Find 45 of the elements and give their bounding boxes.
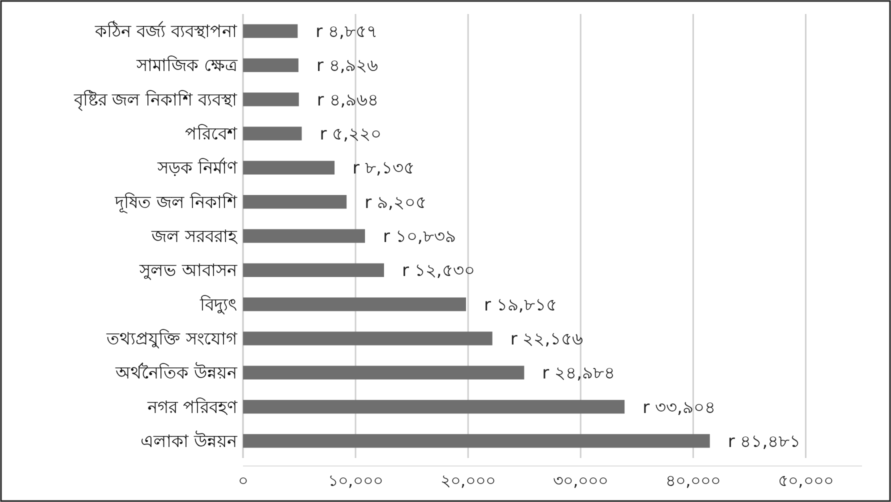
- y-tick-label: নগর পরিবহণ: [146, 396, 238, 418]
- bar: [243, 24, 298, 38]
- y-tick-label: দূষিত জল নিকাশি: [114, 192, 238, 213]
- data-label: r ৪,৮৫৭: [316, 22, 378, 42]
- y-tick-label: পরিবেশ: [185, 124, 238, 145]
- x-tick-label: ৫০,০০০: [778, 471, 834, 490]
- data-label: r ৪,৯২৬: [316, 56, 378, 76]
- y-tick-label: এলাকা উন্নয়ন: [140, 430, 238, 452]
- y-tick-label: সুলভ আবাসন: [138, 261, 238, 282]
- bar: [243, 229, 365, 243]
- data-label: r ৪,৯৬৪: [316, 90, 379, 110]
- x-tick-label: ২০,০০০: [440, 471, 496, 490]
- x-tick-label: ৩০,০০০: [553, 471, 608, 490]
- bar: [243, 58, 298, 72]
- bar: [243, 195, 347, 209]
- y-tick-label: সড়ক নির্মাণ: [156, 158, 238, 179]
- bar: [243, 297, 466, 312]
- bar: [243, 92, 299, 106]
- data-label: r ২২,১৫৬: [510, 329, 584, 350]
- y-tick-label: কঠিন বর্জ্য ব্যবস্থাপনা: [94, 21, 238, 42]
- bar: [243, 434, 710, 448]
- y-tick-label: জল সরবরাহ: [150, 227, 238, 247]
- data-label: r ২৪,৯৮৪: [542, 364, 615, 384]
- bar: [243, 332, 492, 346]
- data-label: r ৮,১৩৫: [352, 158, 414, 179]
- x-tick-label: ১০,০০০: [328, 471, 384, 490]
- y-tick-label: তথ্যপ্রযুক্তি সংযোগ: [106, 328, 238, 350]
- y-tick-label: সামাজিক ক্ষেত্র: [136, 55, 238, 76]
- bar: [243, 126, 302, 140]
- bar: [243, 400, 625, 414]
- data-label: r ৩৩,৯০৪: [642, 398, 716, 418]
- bar: [243, 263, 384, 277]
- y-tick-label: অর্থনৈতিক উন্নয়ন: [114, 362, 238, 384]
- x-tick-label: ৪০,০০০: [666, 471, 721, 490]
- data-label: r ১৯,৮১৫: [484, 295, 557, 316]
- bar: [243, 160, 335, 175]
- x-tick-label: ০: [238, 471, 248, 490]
- y-tick-label: বিদ্যুৎ: [199, 294, 237, 316]
- data-label: r ১২,৫৩০: [402, 261, 475, 282]
- y-tick-label: বৃষ্টির জল নিকাশি ব্যবস্থা: [72, 89, 238, 110]
- data-label: r ৯,২০৫: [364, 192, 426, 213]
- bar: [243, 366, 524, 380]
- data-label: r ১০,৮৩৯: [382, 227, 456, 247]
- data-label: r ৪১,৪৮১: [728, 432, 801, 452]
- data-label: r ৫,২২০: [320, 124, 382, 145]
